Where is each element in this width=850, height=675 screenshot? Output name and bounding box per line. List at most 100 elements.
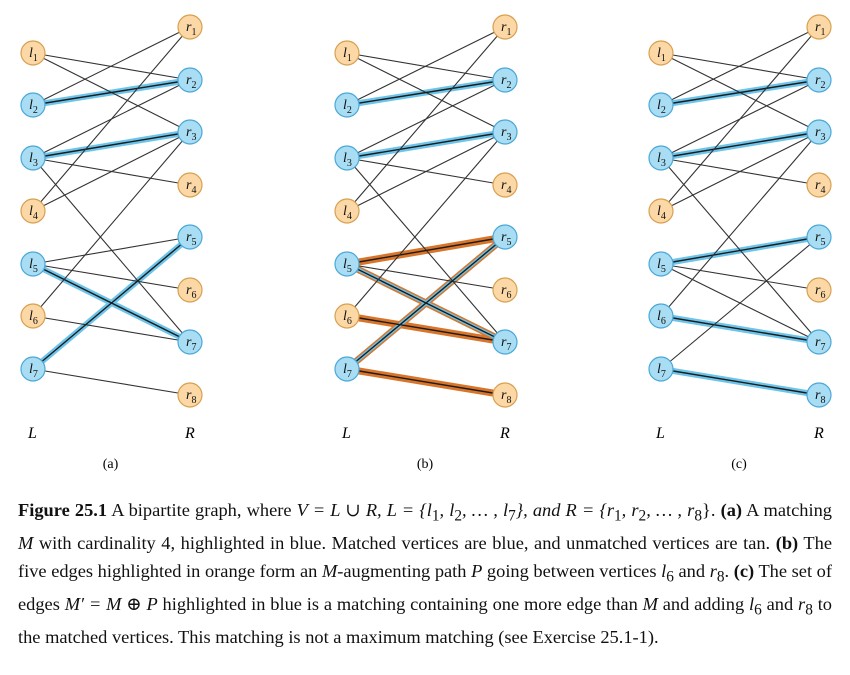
caption-text: and adding bbox=[657, 593, 750, 614]
vertex-circle bbox=[334, 145, 360, 171]
set-label-R: R bbox=[813, 425, 824, 442]
edge bbox=[32, 131, 191, 159]
set-label-L: L bbox=[27, 425, 37, 442]
caption-label-b: (b) bbox=[775, 533, 799, 554]
vertex-circle bbox=[492, 172, 518, 198]
vertex-circle bbox=[492, 329, 518, 355]
vertex-r3: r3 bbox=[806, 119, 832, 145]
vertex-l6: l6 bbox=[334, 303, 360, 329]
vertex-label: r7 bbox=[815, 335, 825, 353]
vertex-l4: l4 bbox=[20, 198, 46, 224]
vertex-label: r3 bbox=[501, 125, 511, 143]
vertex-label: l4 bbox=[343, 204, 352, 222]
vertex-circle bbox=[177, 277, 203, 303]
vertex-l4: l4 bbox=[334, 198, 360, 224]
caption-text: A bipartite graph, where bbox=[107, 500, 297, 520]
edge bbox=[346, 315, 506, 343]
caption-set-def: }, and R = {r bbox=[515, 500, 614, 520]
vertex-r5: r5 bbox=[177, 224, 203, 250]
vertex-l3: l3 bbox=[648, 145, 674, 171]
vertex-label: r2 bbox=[815, 73, 825, 91]
vertex-circle bbox=[648, 92, 674, 118]
caption-set-def: V = L ∪ R, L = {l bbox=[296, 500, 432, 520]
vertex-r8: r8 bbox=[177, 382, 203, 408]
vertex-circle bbox=[806, 172, 832, 198]
vertex-label: r5 bbox=[815, 230, 825, 248]
caption-math: M bbox=[321, 560, 338, 581]
vertex-label: l4 bbox=[657, 204, 666, 222]
vertex-r2: r2 bbox=[492, 67, 518, 93]
caption-math: M bbox=[642, 593, 658, 614]
edge bbox=[660, 131, 820, 317]
vertex-circle bbox=[334, 198, 360, 224]
vertex-circle bbox=[492, 14, 518, 40]
caption-text: and bbox=[673, 560, 710, 581]
vertex-label: l3 bbox=[657, 151, 666, 169]
vertex-l3: l3 bbox=[20, 145, 46, 171]
vertex-circle bbox=[177, 14, 203, 40]
vertex-circle bbox=[334, 92, 360, 118]
set-label-R: R bbox=[184, 425, 195, 442]
edge bbox=[32, 131, 191, 212]
vertex-label: l5 bbox=[343, 257, 352, 275]
vertex-circle bbox=[806, 382, 832, 408]
vertex-label: l7 bbox=[29, 362, 38, 380]
vertex-l7: l7 bbox=[20, 356, 46, 382]
vertex-circle bbox=[648, 303, 674, 329]
edge bbox=[346, 236, 506, 370]
caption-text: The set of edges bbox=[18, 560, 833, 614]
vertex-label: r8 bbox=[501, 388, 511, 406]
caption-math: P bbox=[471, 560, 483, 581]
vertex-r3: r3 bbox=[492, 119, 518, 145]
vertex-r1: r1 bbox=[806, 14, 832, 40]
vertex-label: r5 bbox=[501, 230, 511, 248]
edge bbox=[660, 368, 820, 396]
vertex-r6: r6 bbox=[806, 277, 832, 303]
vertex-l1: l1 bbox=[334, 40, 360, 66]
vertex-r4: r4 bbox=[177, 172, 203, 198]
vertex-circle bbox=[177, 119, 203, 145]
vertex-label: r2 bbox=[186, 73, 196, 91]
caption-sub: 2 bbox=[638, 507, 647, 525]
edge bbox=[346, 79, 506, 106]
vertex-label: r1 bbox=[501, 20, 511, 38]
vertex-circle bbox=[806, 14, 832, 40]
panel-label: (a) bbox=[103, 457, 119, 472]
edge bbox=[660, 79, 820, 106]
vertex-circle bbox=[20, 356, 46, 382]
vertex-label: l1 bbox=[657, 46, 666, 64]
vertex-circle bbox=[334, 303, 360, 329]
vertex-circle bbox=[492, 382, 518, 408]
edge bbox=[32, 263, 191, 291]
caption-set-def: , … , l bbox=[462, 500, 509, 520]
vertex-circle bbox=[20, 303, 46, 329]
graph-panel-a: l1 l2 l3 l4 l5 l6 l7 r1 r2 r3 r4 r5 r6 r7 r8 L R (a) bbox=[20, 14, 203, 472]
caption-text: with cardinality 4, highlighted in blue.… bbox=[33, 533, 776, 554]
vertex-r1: r1 bbox=[492, 14, 518, 40]
panel-label: (b) bbox=[417, 457, 434, 472]
vertex-circle bbox=[177, 329, 203, 355]
vertex-r6: r6 bbox=[177, 277, 203, 303]
vertex-label: r1 bbox=[815, 20, 825, 38]
vertex-l2: l2 bbox=[20, 92, 46, 118]
caption-set-def: , l bbox=[439, 500, 455, 520]
vertex-label: r1 bbox=[186, 20, 196, 38]
vertex-label: r8 bbox=[186, 388, 196, 406]
vertex-circle bbox=[648, 198, 674, 224]
edge bbox=[346, 131, 506, 212]
graph-panel-b: l1 l2 l3 l4 l5 l6 l7 r1 r2 r3 r4 r5 r6 r7 r8 L R (b) bbox=[334, 14, 518, 472]
edge bbox=[346, 263, 506, 291]
vertex-circle bbox=[492, 224, 518, 250]
edge bbox=[32, 315, 191, 343]
edge bbox=[660, 236, 820, 265]
caption-math: r bbox=[798, 593, 806, 614]
vertex-label: l7 bbox=[343, 362, 352, 380]
edge bbox=[346, 236, 506, 265]
vertex-r8: r8 bbox=[492, 382, 518, 408]
caption-text: . bbox=[724, 560, 734, 581]
vertex-r4: r4 bbox=[806, 172, 832, 198]
vertex-label: l5 bbox=[29, 257, 38, 275]
caption-set-def: , r bbox=[621, 500, 639, 520]
vertex-r7: r7 bbox=[806, 329, 832, 355]
caption-label-a: (a) bbox=[720, 500, 743, 520]
